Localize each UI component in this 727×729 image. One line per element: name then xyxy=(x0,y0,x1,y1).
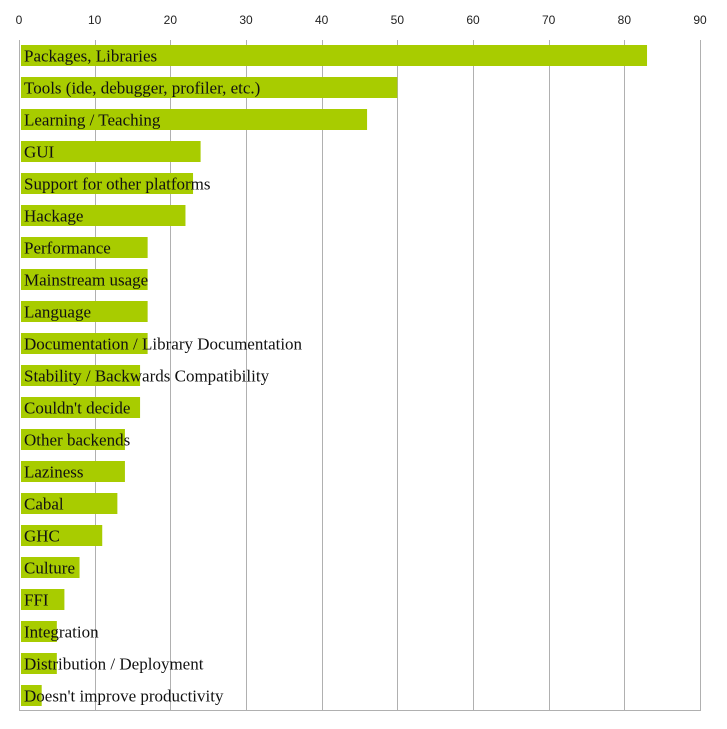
category-label: GHC xyxy=(24,527,60,546)
bar xyxy=(21,653,57,674)
category-label: Culture xyxy=(24,559,75,578)
bar xyxy=(21,685,42,706)
bar xyxy=(21,397,141,418)
category-label: Tools (ide, debugger, profiler, etc.) xyxy=(24,79,260,98)
category-label: Couldn't decide xyxy=(24,399,130,418)
bar xyxy=(21,77,398,98)
category-label: GUI xyxy=(24,143,55,162)
x-tick-label: 50 xyxy=(391,13,405,27)
category-label: Packages, Libraries xyxy=(24,47,157,66)
category-label: Mainstream usage xyxy=(24,271,148,290)
x-tick-label: 0 xyxy=(16,13,23,27)
x-tick-label: 70 xyxy=(542,13,556,27)
category-label: Doesn't improve productivity xyxy=(24,687,224,706)
bar xyxy=(21,45,648,66)
bar xyxy=(21,269,148,290)
bar xyxy=(21,461,125,482)
bar xyxy=(21,525,103,546)
category-label: Learning / Teaching xyxy=(24,111,161,130)
bar xyxy=(21,173,194,194)
x-tick-label: 30 xyxy=(239,13,253,27)
bar xyxy=(21,365,141,386)
category-label: Distribution / Deployment xyxy=(24,655,204,674)
category-label: Language xyxy=(24,303,91,322)
category-label: Other backends xyxy=(24,431,130,450)
x-tick-label: 90 xyxy=(693,13,707,27)
x-tick-label: 80 xyxy=(618,13,632,27)
bar xyxy=(21,237,148,258)
bar xyxy=(21,141,201,162)
category-label: Documentation / Library Documentation xyxy=(24,335,303,354)
bar xyxy=(21,333,148,354)
bar xyxy=(21,621,57,642)
bar xyxy=(21,429,125,450)
bar xyxy=(21,205,186,226)
category-label: Hackage xyxy=(24,207,83,226)
category-label: FFI xyxy=(24,591,49,610)
bar xyxy=(21,589,65,610)
bar xyxy=(21,557,80,578)
x-tick-label: 40 xyxy=(315,13,329,27)
category-label: Cabal xyxy=(24,495,64,514)
category-label: Support for other platforms xyxy=(24,175,211,194)
category-labels: Packages, Libraries Tools (ide, debugger,… xyxy=(24,47,303,706)
bar xyxy=(21,301,148,322)
x-tick-labels: 0 10 20 30 40 50 60 70 80 90 xyxy=(16,13,707,27)
bar xyxy=(21,109,368,130)
category-label: Stability / Backwards Compatibility xyxy=(24,367,270,386)
x-tick-label: 20 xyxy=(164,13,178,27)
category-label: Performance xyxy=(24,239,111,258)
category-label: Laziness xyxy=(24,463,83,482)
bars xyxy=(21,45,648,706)
bar xyxy=(21,493,118,514)
category-label: Integration xyxy=(24,623,99,642)
x-tick-label: 10 xyxy=(88,13,102,27)
x-tick-label: 60 xyxy=(466,13,480,27)
